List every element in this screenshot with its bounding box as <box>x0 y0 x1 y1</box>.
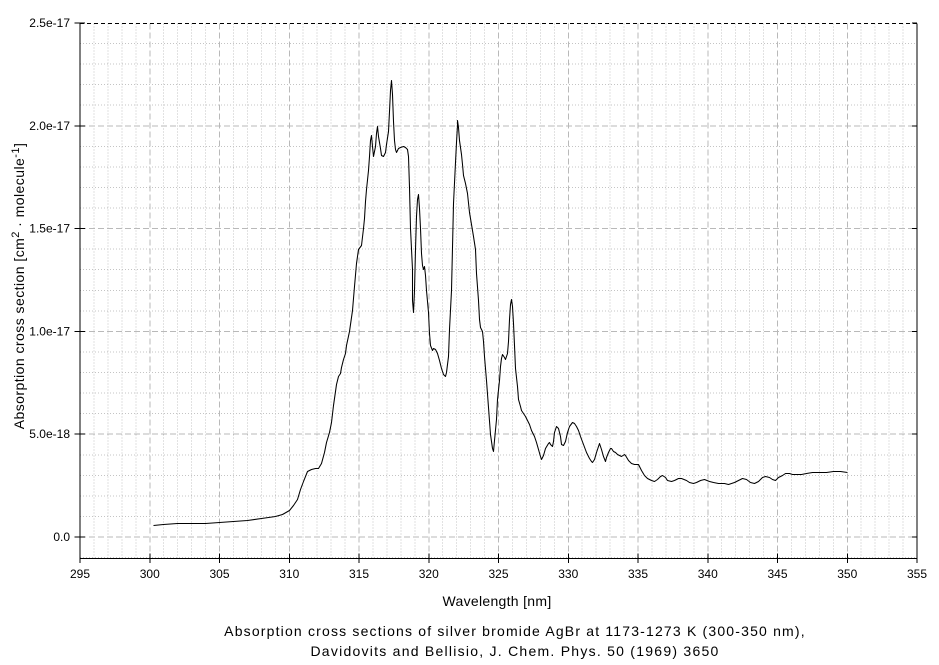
svg-text:350: 350 <box>837 567 857 581</box>
svg-text:330: 330 <box>558 567 578 581</box>
svg-text:340: 340 <box>698 567 718 581</box>
svg-text:300: 300 <box>140 567 160 581</box>
svg-text:2.5e-17: 2.5e-17 <box>29 16 70 30</box>
svg-text:315: 315 <box>349 567 369 581</box>
svg-text:310: 310 <box>279 567 299 581</box>
svg-text:1.0e-17: 1.0e-17 <box>29 324 70 338</box>
svg-text:5.0e-18: 5.0e-18 <box>29 427 70 441</box>
svg-text:325: 325 <box>488 567 508 581</box>
svg-text:Davidovits and Bellisio, J. Ch: Davidovits and Bellisio, J. Chem. Phys. … <box>310 643 719 659</box>
svg-text:305: 305 <box>209 567 229 581</box>
svg-text:335: 335 <box>628 567 648 581</box>
svg-text:2.0e-17: 2.0e-17 <box>29 119 70 133</box>
svg-text:Absorption cross sections of s: Absorption cross sections of silver brom… <box>224 623 806 639</box>
svg-text:295: 295 <box>70 567 90 581</box>
svg-text:355: 355 <box>907 567 927 581</box>
svg-text:0.0: 0.0 <box>53 530 70 544</box>
svg-text:320: 320 <box>419 567 439 581</box>
svg-text:1.5e-17: 1.5e-17 <box>29 222 70 236</box>
svg-text:345: 345 <box>767 567 787 581</box>
svg-text:Wavelength [nm]: Wavelength [nm] <box>442 593 551 609</box>
svg-text:Absorption cross section [cm2: Absorption cross section [cm2 · molecule… <box>10 143 27 430</box>
